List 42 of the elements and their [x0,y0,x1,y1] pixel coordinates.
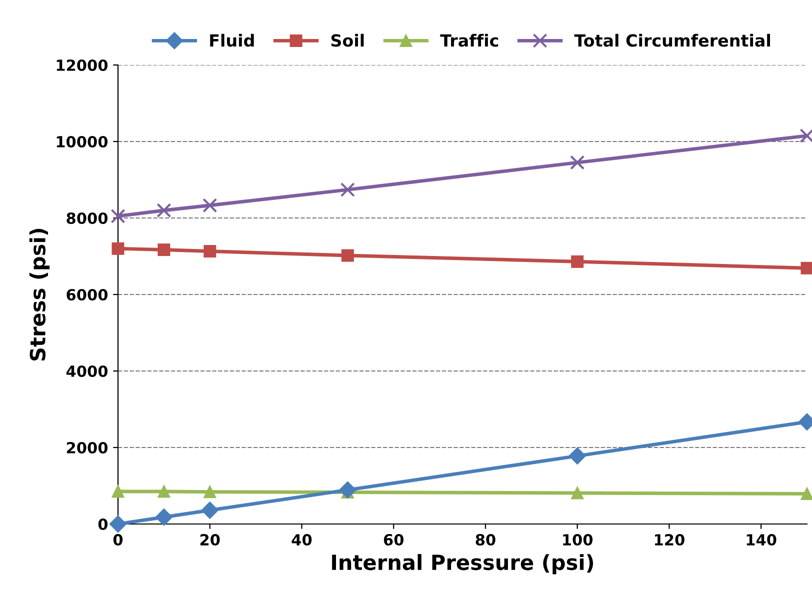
y-tick-label: 10000 [56,136,108,148]
legend-label: Total Circumferential [574,34,770,47]
point [800,488,812,500]
x-tick-label: 60 [384,534,404,546]
y-tick-label: 0 [98,518,108,530]
x-tick-label: 40 [292,534,312,546]
point [109,515,127,533]
point [341,249,354,262]
legend-label: Soil [331,34,364,47]
point [202,198,218,213]
x-tick-label: 120 [654,534,684,546]
y-tick-label: 12000 [56,59,108,72]
y-tick-label: 6000 [66,288,108,301]
point [110,208,126,224]
point [571,255,584,268]
y-tick-label: 8000 [66,212,108,224]
x-tick-label: 0 [113,534,123,546]
x-tick-label: 20 [200,534,220,546]
x-tick-label: 100 [563,534,593,546]
point [112,242,124,255]
legend-label: Traffic [440,34,498,47]
point [112,485,124,498]
x-tick-label: 80 [476,534,496,546]
y-tick-label: 4000 [66,365,108,378]
y-tick-label: 2000 [66,442,108,454]
x-tick-label: 140 [746,534,776,546]
point [204,486,216,498]
point [156,203,172,218]
point [155,508,172,526]
x-axis-title: Internal Pressure (psi) [332,554,594,574]
point [570,155,585,170]
point [340,182,355,197]
point [568,447,586,464]
point [204,245,216,258]
y-axis-title: Stress (psi) [29,228,50,360]
point [800,262,812,274]
legend-label: Fluid [210,34,254,47]
point [158,485,170,498]
point [571,486,584,500]
point [339,481,356,499]
point [201,502,218,519]
point [158,243,170,256]
